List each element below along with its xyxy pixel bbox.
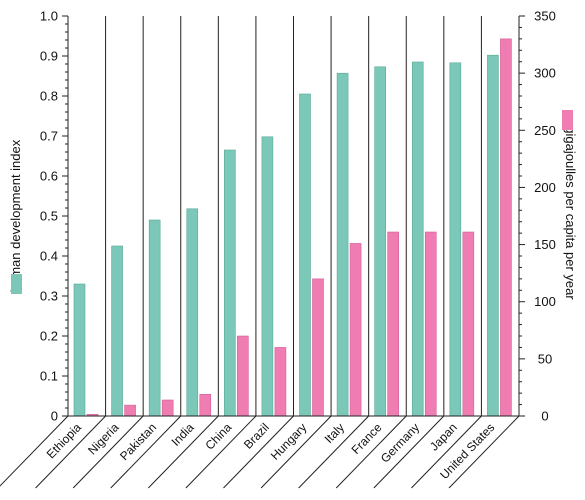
category-label-separator [298, 415, 370, 489]
left-axis-legend-swatch [11, 274, 22, 294]
category-label: Brazil [241, 420, 272, 451]
category-label-separator [373, 415, 445, 489]
bar-hdi [261, 136, 274, 417]
left-tick-label: 0.8 [40, 89, 58, 104]
bar-energy [161, 399, 174, 417]
category-label-separator [260, 415, 332, 489]
bar-energy [274, 347, 287, 417]
category-label-separator [448, 415, 520, 489]
right-axis-legend-swatch [562, 110, 573, 130]
right-tick-label: 150 [534, 237, 556, 252]
category-label-separator [72, 415, 144, 489]
bars-group [73, 38, 512, 417]
bar-hdi [111, 245, 123, 417]
left-axis-title: human development index [8, 139, 23, 292]
bar-hdi [449, 62, 462, 417]
right-tick-label: 250 [534, 123, 556, 138]
right-tick-label: 200 [534, 180, 556, 195]
bar-hdi [148, 219, 161, 417]
bar-energy [500, 38, 512, 417]
left-tick-label: 0.9 [40, 49, 58, 64]
category-label-separator [0, 415, 69, 487]
bar-energy [387, 231, 399, 417]
category-label: Japan [427, 420, 460, 453]
bar-energy [199, 393, 212, 417]
bar-energy [349, 243, 362, 417]
category-label-separator [223, 415, 294, 489]
left-tick-label: 1.0 [40, 9, 58, 24]
category-label: Germany [378, 420, 422, 465]
right-tick-label: 0 [541, 409, 548, 424]
left-tick-label: 0.6 [40, 169, 58, 184]
left-tick-label: 0 [51, 409, 58, 424]
left-tick-label: 0.1 [40, 369, 58, 384]
right-tick-label: 350 [534, 9, 556, 24]
bar-hdi [186, 208, 199, 417]
axes-group [0, 15, 525, 489]
left-tick-label: 0.2 [40, 329, 58, 344]
category-label-separator [110, 415, 182, 489]
category-label-separator [185, 415, 257, 489]
category-label-separator [35, 415, 106, 489]
bar-hdi [374, 66, 386, 417]
category-label-separator [147, 415, 219, 489]
bar-energy [462, 231, 475, 417]
left-tick-label: 0.4 [40, 249, 58, 264]
left-tick-label: 0.7 [40, 129, 58, 144]
bar-hdi [299, 93, 311, 417]
category-label: Hungary [268, 420, 310, 462]
bar-energy [424, 231, 437, 417]
category-label-separator [335, 415, 407, 489]
bar-hdi [336, 72, 349, 417]
category-label: China [202, 420, 234, 453]
left-axis-title-group: human development index [8, 139, 23, 292]
right-tick-label: 300 [534, 66, 556, 81]
right-axis-title: gigajoulles per capita per year [563, 126, 578, 300]
category-label: Nigeria [85, 420, 122, 457]
category-dividers [105, 16, 482, 416]
bar-hdi [73, 283, 86, 417]
right-tick-label: 50 [538, 351, 552, 366]
bar-energy [237, 335, 249, 417]
right-tick-label: 100 [534, 294, 556, 309]
category-label-separator [411, 415, 482, 489]
bar-hdi [487, 54, 499, 417]
left-tick-label: 0.5 [40, 209, 58, 224]
bar-energy [124, 404, 136, 417]
category-label: Pakistan [117, 420, 159, 463]
right-axis-title-group: gigajoulles per capita per year [563, 126, 578, 300]
bar-hdi [411, 61, 424, 417]
category-label: France [349, 420, 385, 457]
left-tick-label: 0.3 [40, 289, 58, 304]
bar-energy [312, 278, 324, 417]
bar-hdi [224, 149, 236, 417]
category-label: Ethiopia [44, 420, 84, 461]
